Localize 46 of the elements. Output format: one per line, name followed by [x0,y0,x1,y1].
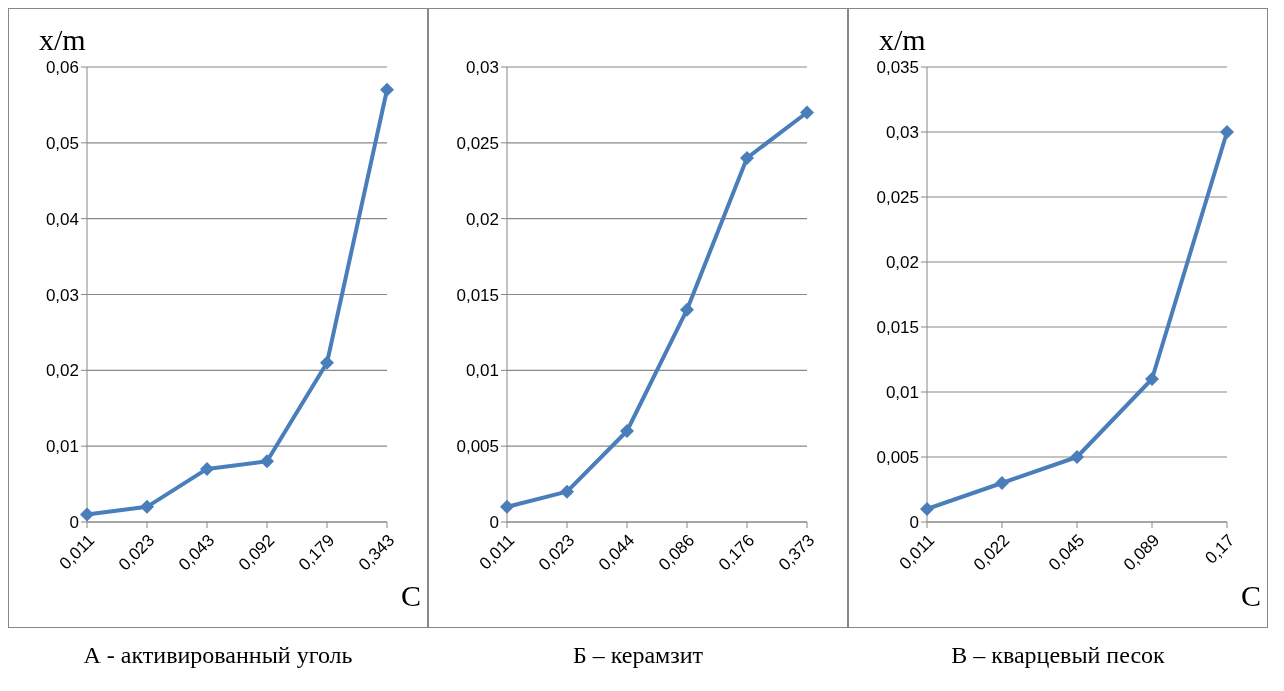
y-tick-label: 0,01 [465,361,499,381]
y-tick-label: 0,02 [465,209,499,229]
text: В – кварцевый песок [950,642,1166,669]
y-axis-title: x/m [879,23,926,57]
point [80,507,94,522]
point [500,499,514,514]
y-tick-label: 0 [489,513,499,533]
point [680,302,694,317]
y-tick-label: 0 [69,513,79,533]
y-axis-title: x/m [39,23,86,57]
y-tick-label: 0,005 [876,448,919,468]
y-tick-label: 0,06 [45,58,79,78]
y-tick-label: 0,01 [885,383,919,403]
point [260,454,274,469]
y-tick-label: 0,02 [885,253,919,273]
y-tick-label: 0,015 [456,285,499,305]
y-tick-label: 0,03 [465,58,499,78]
y-tick-label: 0,03 [885,123,919,143]
y-tick-label: 0,05 [45,133,79,153]
text: А - активированный уголь [82,642,354,669]
point [560,484,574,499]
point [200,461,214,476]
point [920,502,934,516]
point [740,151,754,165]
point [320,355,334,370]
y-tick-label: 0,025 [876,188,919,208]
point [1070,450,1084,464]
y-tick-label: 0,015 [876,318,919,338]
text: Б – керамзит [571,642,705,669]
point [140,499,154,514]
point [1145,372,1159,386]
point [1220,125,1234,139]
x-axis-title: С [1240,579,1261,613]
x-axis-title: С [400,579,421,613]
point [995,476,1009,490]
y-tick-label: 0,025 [456,133,499,153]
y-tick-label: 0,035 [876,58,919,78]
point [620,424,634,438]
point [380,82,394,97]
y-tick-label: 0,03 [45,285,79,305]
y-tick-label: 0,02 [45,361,79,381]
y-tick-label: 0,01 [45,437,79,457]
y-tick-label: 0,04 [45,209,79,229]
point [800,105,814,120]
y-tick-label: 0,005 [456,437,499,457]
y-tick-label: 0 [909,513,919,533]
